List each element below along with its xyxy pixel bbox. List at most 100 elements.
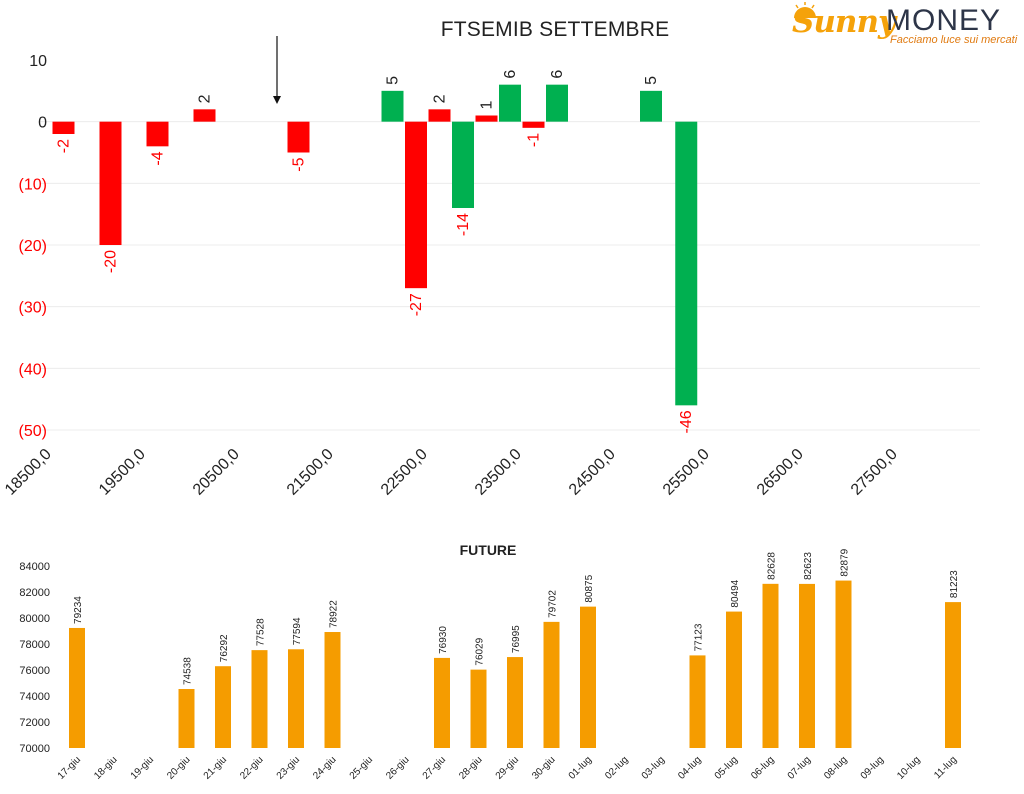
y-tick-label: (50) <box>19 423 47 440</box>
bar <box>69 627 85 748</box>
data-label: 76029 <box>475 637 486 665</box>
x-tick-label: 17-giu <box>56 754 83 781</box>
y-tick-label: (20) <box>19 238 47 255</box>
bar <box>288 649 304 748</box>
y-tick-label: (40) <box>19 361 47 378</box>
chart-title-future: FUTURE <box>460 542 517 558</box>
bar <box>799 583 815 748</box>
x-tick-label: 29-giu <box>494 754 521 781</box>
sunny-money-logo: Sunny MONEY Facciamo luce sui mercati <box>790 2 1022 46</box>
bar <box>546 84 568 122</box>
data-label: 82879 <box>840 548 851 576</box>
x-tick-label: 10-lug <box>895 754 922 781</box>
bar <box>434 657 450 748</box>
bar <box>475 115 498 122</box>
x-tick-label: 25-giu <box>348 754 375 781</box>
bar <box>428 109 451 122</box>
x-tick-label: 11-lug <box>932 754 959 781</box>
bar <box>726 611 742 748</box>
bar <box>215 666 231 748</box>
bar <box>405 121 427 289</box>
x-tick-label: 06-lug <box>749 754 776 781</box>
bar <box>99 121 122 245</box>
data-label: 5 <box>385 76 402 85</box>
y-tick-label: 78000 <box>19 639 50 651</box>
bar <box>507 657 523 748</box>
data-label: 82623 <box>803 552 814 580</box>
data-label: 80875 <box>584 574 595 602</box>
data-label: 80494 <box>730 579 741 607</box>
data-label: 77594 <box>292 617 303 645</box>
data-label: 82628 <box>767 552 778 580</box>
data-label: 6 <box>502 70 519 79</box>
bar <box>640 90 662 122</box>
bar <box>452 121 474 208</box>
bar <box>762 583 779 748</box>
data-label: -2 <box>56 139 73 153</box>
x-tick-label: 24-giu <box>311 754 338 781</box>
bar <box>580 606 596 748</box>
bar <box>835 580 852 748</box>
data-label: -14 <box>455 213 472 236</box>
bar <box>543 621 560 748</box>
bar <box>522 121 545 128</box>
data-label: 1 <box>479 101 496 110</box>
logo-brand-sunny: Sunny <box>792 4 896 40</box>
data-label: 2 <box>197 94 214 103</box>
data-label: 2 <box>432 94 449 103</box>
data-label: 5 <box>643 76 660 85</box>
data-label: -20 <box>103 250 120 273</box>
data-label: 6 <box>549 70 566 79</box>
bar <box>324 632 341 748</box>
bar <box>470 669 487 748</box>
x-tick-label: 22-giu <box>238 754 265 781</box>
x-tick-label: 05-lug <box>713 754 740 781</box>
x-tick-label: 02-lug <box>603 754 630 781</box>
x-tick-label: 23-giu <box>275 754 302 781</box>
sun-icon <box>794 2 816 18</box>
annotation-arrow <box>273 36 281 104</box>
x-tick-label: 19-giu <box>129 754 156 781</box>
logo-tagline: Facciamo luce sui mercati <box>890 34 1018 46</box>
data-label: -4 <box>150 151 167 165</box>
bar <box>52 121 75 134</box>
data-label: -46 <box>678 410 695 433</box>
y-tick-label: (10) <box>19 176 47 193</box>
bar <box>675 121 698 406</box>
chart-title-ftsemib: FTSEMIB SETTEMBRE <box>440 18 670 41</box>
x-tick-label: 28-giu <box>457 754 484 781</box>
data-label: 76930 <box>438 626 449 654</box>
x-tick-label: 30-giu <box>530 754 557 781</box>
data-label: -1 <box>526 133 543 147</box>
data-label: 79702 <box>548 590 559 618</box>
bar <box>287 121 310 153</box>
arrow-head-icon <box>273 96 281 104</box>
ftsemib-bar-chart: 100(10)(20)(30)(40)(50)18500,0 19500,0 205… <box>2 36 980 499</box>
y-tick-label: 84000 <box>19 561 50 573</box>
data-label: 79234 <box>73 596 84 624</box>
data-label: 76995 <box>511 625 522 653</box>
x-tick-label: 09-lug <box>859 754 886 781</box>
x-tick-label: 27-giu <box>421 754 448 781</box>
x-tick-label: 08-lug <box>822 754 849 781</box>
x-tick-label: 26-giu <box>384 754 411 781</box>
y-tick-label: (30) <box>19 300 47 317</box>
y-tick-label: 0 <box>38 115 47 132</box>
y-tick-label: 72000 <box>19 717 50 729</box>
x-tick-label: 04-lug <box>676 754 703 781</box>
y-tick-label: 74000 <box>19 691 50 703</box>
x-tick-label: 18-giu <box>92 754 119 781</box>
data-label: 77123 <box>694 623 705 651</box>
data-label: 78922 <box>329 600 340 628</box>
x-tick-label: 03-lug <box>640 754 667 781</box>
data-label: -27 <box>408 293 425 316</box>
data-label: 76292 <box>219 634 230 662</box>
bar <box>381 90 404 122</box>
y-tick-label: 70000 <box>19 743 50 755</box>
bar <box>193 109 216 122</box>
x-tick-label: 20-giu <box>165 754 192 781</box>
data-label: 74538 <box>183 657 194 685</box>
y-tick-label: 10 <box>29 53 47 70</box>
y-tick-label: 76000 <box>19 665 50 677</box>
